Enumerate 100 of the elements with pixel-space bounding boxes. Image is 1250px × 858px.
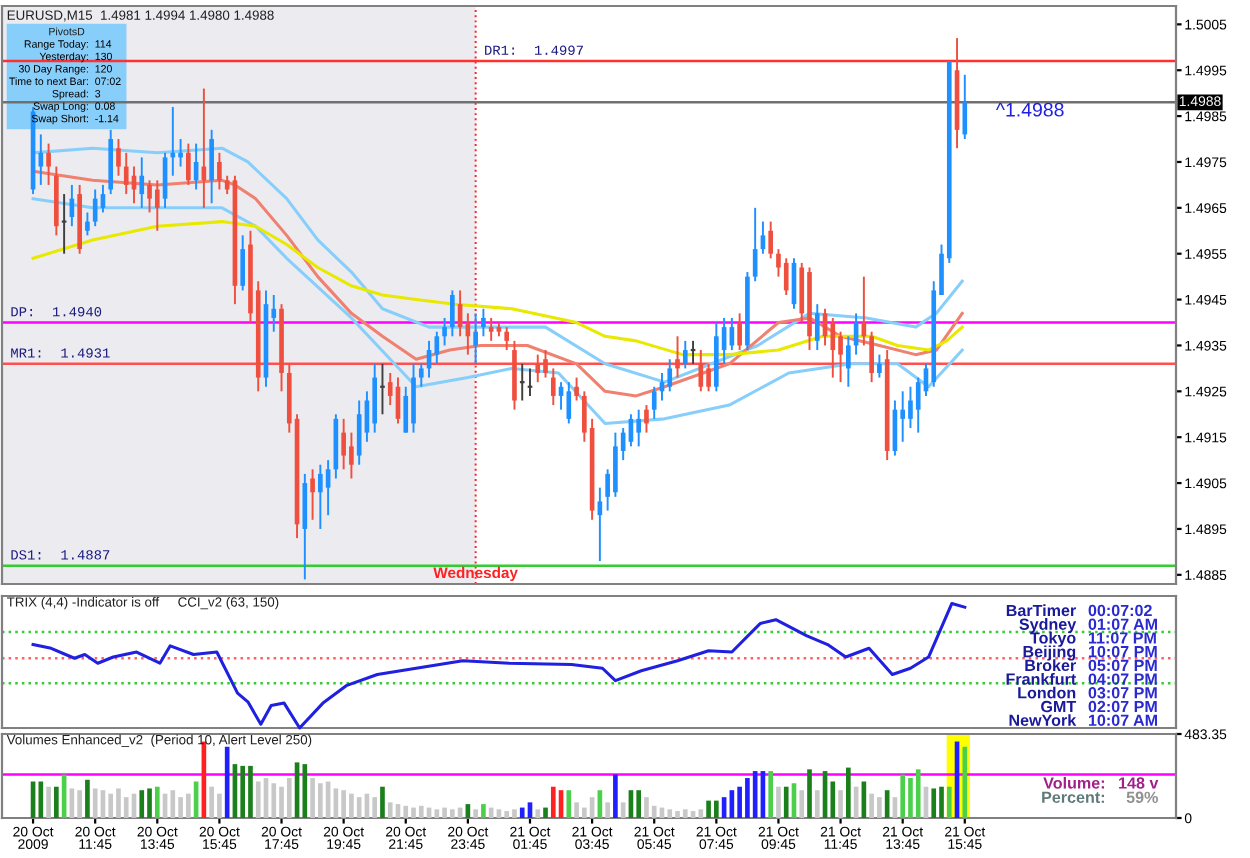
- candlestick: [636, 408, 642, 448]
- bar: [574, 802, 579, 818]
- candlestick: [85, 211, 90, 237]
- bar: [116, 788, 121, 818]
- annotation: London: [1018, 686, 1076, 699]
- bar: [877, 797, 882, 818]
- candlestick: [543, 349, 548, 379]
- bar: [496, 809, 502, 818]
- candlestick: [706, 362, 711, 393]
- bar: [442, 807, 447, 818]
- candlestick: [535, 353, 541, 384]
- candlestick: [651, 385, 657, 420]
- candlestick: [450, 289, 455, 338]
- annotation: Sydney: [1019, 618, 1077, 634]
- bar: [962, 746, 968, 818]
- annotation: 05:07 PM: [1088, 659, 1157, 672]
- bar: [869, 793, 874, 818]
- bar: [566, 790, 572, 818]
- bar: [504, 811, 510, 818]
- candlestick: [768, 220, 774, 260]
- bar: [434, 809, 440, 818]
- bar: [737, 786, 742, 818]
- candlestick: [908, 385, 913, 429]
- bar: [411, 807, 416, 818]
- bar: [783, 786, 789, 818]
- annotation: Frankfurt: [1006, 672, 1077, 685]
- bar: [706, 800, 711, 818]
- candlestick: [915, 376, 921, 434]
- annotation: ^1.4988: [995, 102, 1064, 117]
- bar: [846, 767, 851, 818]
- bar: [38, 781, 44, 818]
- bar: [931, 788, 937, 818]
- bar: [900, 774, 906, 818]
- candlestick: [830, 316, 836, 379]
- candlestick: [846, 335, 851, 388]
- bar: [698, 809, 704, 818]
- bar: [240, 765, 246, 818]
- bar: [651, 805, 657, 818]
- candlestick: [481, 307, 486, 338]
- bar: [550, 786, 556, 818]
- bar: [939, 786, 944, 818]
- candlestick: [488, 316, 494, 342]
- annotation: 11:07 PM: [1088, 632, 1156, 644]
- candlestick: [838, 330, 843, 384]
- bar: [147, 788, 152, 818]
- bar: [838, 790, 843, 818]
- bar: [54, 786, 59, 818]
- bar: [799, 790, 805, 818]
- candlestick: [341, 417, 346, 471]
- bar: [714, 800, 719, 818]
- candlestick: [814, 303, 820, 352]
- annotation: 04:07 PM: [1088, 673, 1157, 685]
- bar: [675, 811, 680, 818]
- candlestick: [574, 376, 579, 402]
- bar: [349, 793, 354, 818]
- bar: [535, 809, 541, 818]
- candlestick: [116, 138, 121, 177]
- annotation: GMT: [1041, 700, 1077, 713]
- bar: [92, 788, 98, 818]
- annotation: Percent:: [1042, 791, 1105, 803]
- bar: [403, 805, 409, 818]
- candlestick: [434, 330, 440, 365]
- candlestick: [209, 128, 214, 205]
- candlestick: [170, 105, 176, 177]
- annotation: Broker: [1025, 659, 1076, 672]
- candlestick: [186, 142, 191, 186]
- bar: [279, 786, 284, 818]
- bar: [387, 802, 393, 818]
- candlestick: [60, 193, 68, 255]
- bar: [807, 769, 812, 818]
- bar: [341, 790, 346, 818]
- candlestick: [318, 463, 323, 530]
- annotation: 10:07 AM: [1088, 714, 1158, 726]
- bar: [519, 807, 525, 818]
- bar: [636, 790, 642, 818]
- annotation: 02:07 PM: [1088, 700, 1157, 713]
- candlestick: [962, 73, 968, 140]
- candlestick: [518, 362, 526, 402]
- annotation: 148 v: [1119, 777, 1159, 789]
- bar: [745, 778, 750, 818]
- candlestick: [379, 362, 386, 416]
- annotation: NewYork: [1009, 714, 1077, 726]
- candlestick: [46, 142, 51, 186]
- candlestick: [442, 316, 447, 347]
- bar: [154, 786, 160, 818]
- bar: [224, 746, 230, 818]
- candlestick: [613, 431, 618, 498]
- bar: [512, 809, 517, 818]
- bar: [682, 809, 688, 818]
- bar: [77, 790, 82, 818]
- candlestick: [900, 390, 906, 443]
- bar: [915, 769, 921, 818]
- bar: [481, 804, 486, 818]
- bar: [946, 786, 952, 818]
- bar: [613, 774, 618, 818]
- bar: [605, 802, 610, 818]
- candlestick: [644, 404, 649, 434]
- candlestick: [682, 339, 688, 370]
- annotation: Tokyo: [1030, 631, 1076, 647]
- bar: [644, 797, 649, 818]
